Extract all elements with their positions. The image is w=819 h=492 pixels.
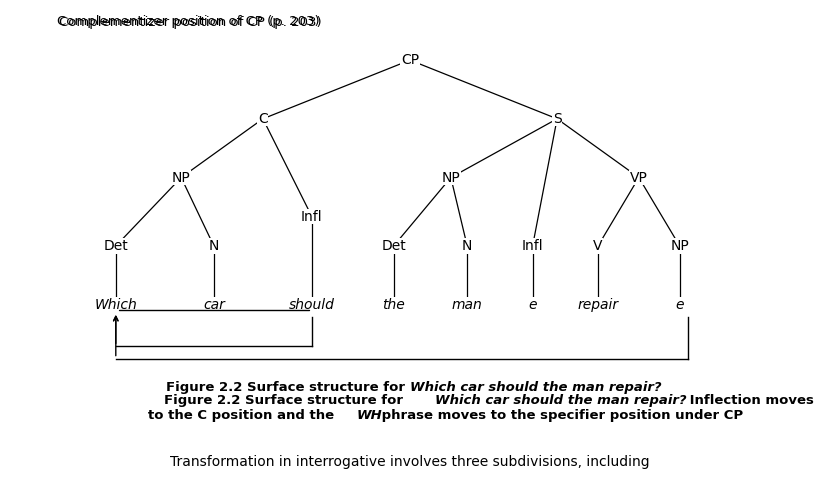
Text: to the C position and the: to the C position and the [147, 409, 338, 422]
Text: Infl: Infl [301, 210, 323, 224]
Text: NP: NP [441, 171, 459, 184]
Text: e: e [527, 298, 536, 312]
Text: Which car should the man repair?: Which car should the man repair? [410, 381, 661, 395]
Text: WH: WH [356, 409, 382, 422]
Text: phrase moves to the specifier position under CP: phrase moves to the specifier position u… [377, 409, 742, 422]
Text: VP: VP [629, 171, 647, 184]
Text: Transformation in interrogative involves three subdivisions, including: Transformation in interrogative involves… [170, 456, 649, 469]
Text: Which car should the man repair?: Which car should the man repair? [434, 395, 686, 407]
Text: C: C [258, 112, 268, 126]
Text: CP: CP [400, 53, 419, 67]
Text: Det: Det [381, 239, 405, 253]
Text: Figure 2.2 Surface structure for: Figure 2.2 Surface structure for [164, 395, 407, 407]
Text: N: N [461, 239, 472, 253]
Text: Which: Which [94, 298, 137, 312]
Text: e: e [675, 298, 683, 312]
Text: N: N [208, 239, 219, 253]
Text: Infl: Infl [521, 239, 543, 253]
Text: NP: NP [172, 171, 190, 184]
Text: repair: repair [577, 298, 618, 312]
Text: S: S [552, 112, 561, 126]
Text: NP: NP [669, 239, 688, 253]
Text: Figure 2.2 Surface structure for: Figure 2.2 Surface structure for [166, 381, 410, 395]
Text: the: the [382, 298, 405, 312]
Text: Complementizer position of CP (p. 203): Complementizer position of CP (p. 203) [57, 15, 319, 28]
Text: V: V [592, 239, 602, 253]
Text: Inflection moves: Inflection moves [684, 395, 812, 407]
Text: car: car [202, 298, 224, 312]
Text: Det: Det [103, 239, 128, 253]
Text: should: should [288, 298, 334, 312]
Text: Complementizer position of CP (p. 203): Complementizer position of CP (p. 203) [58, 16, 321, 29]
Text: man: man [451, 298, 482, 312]
